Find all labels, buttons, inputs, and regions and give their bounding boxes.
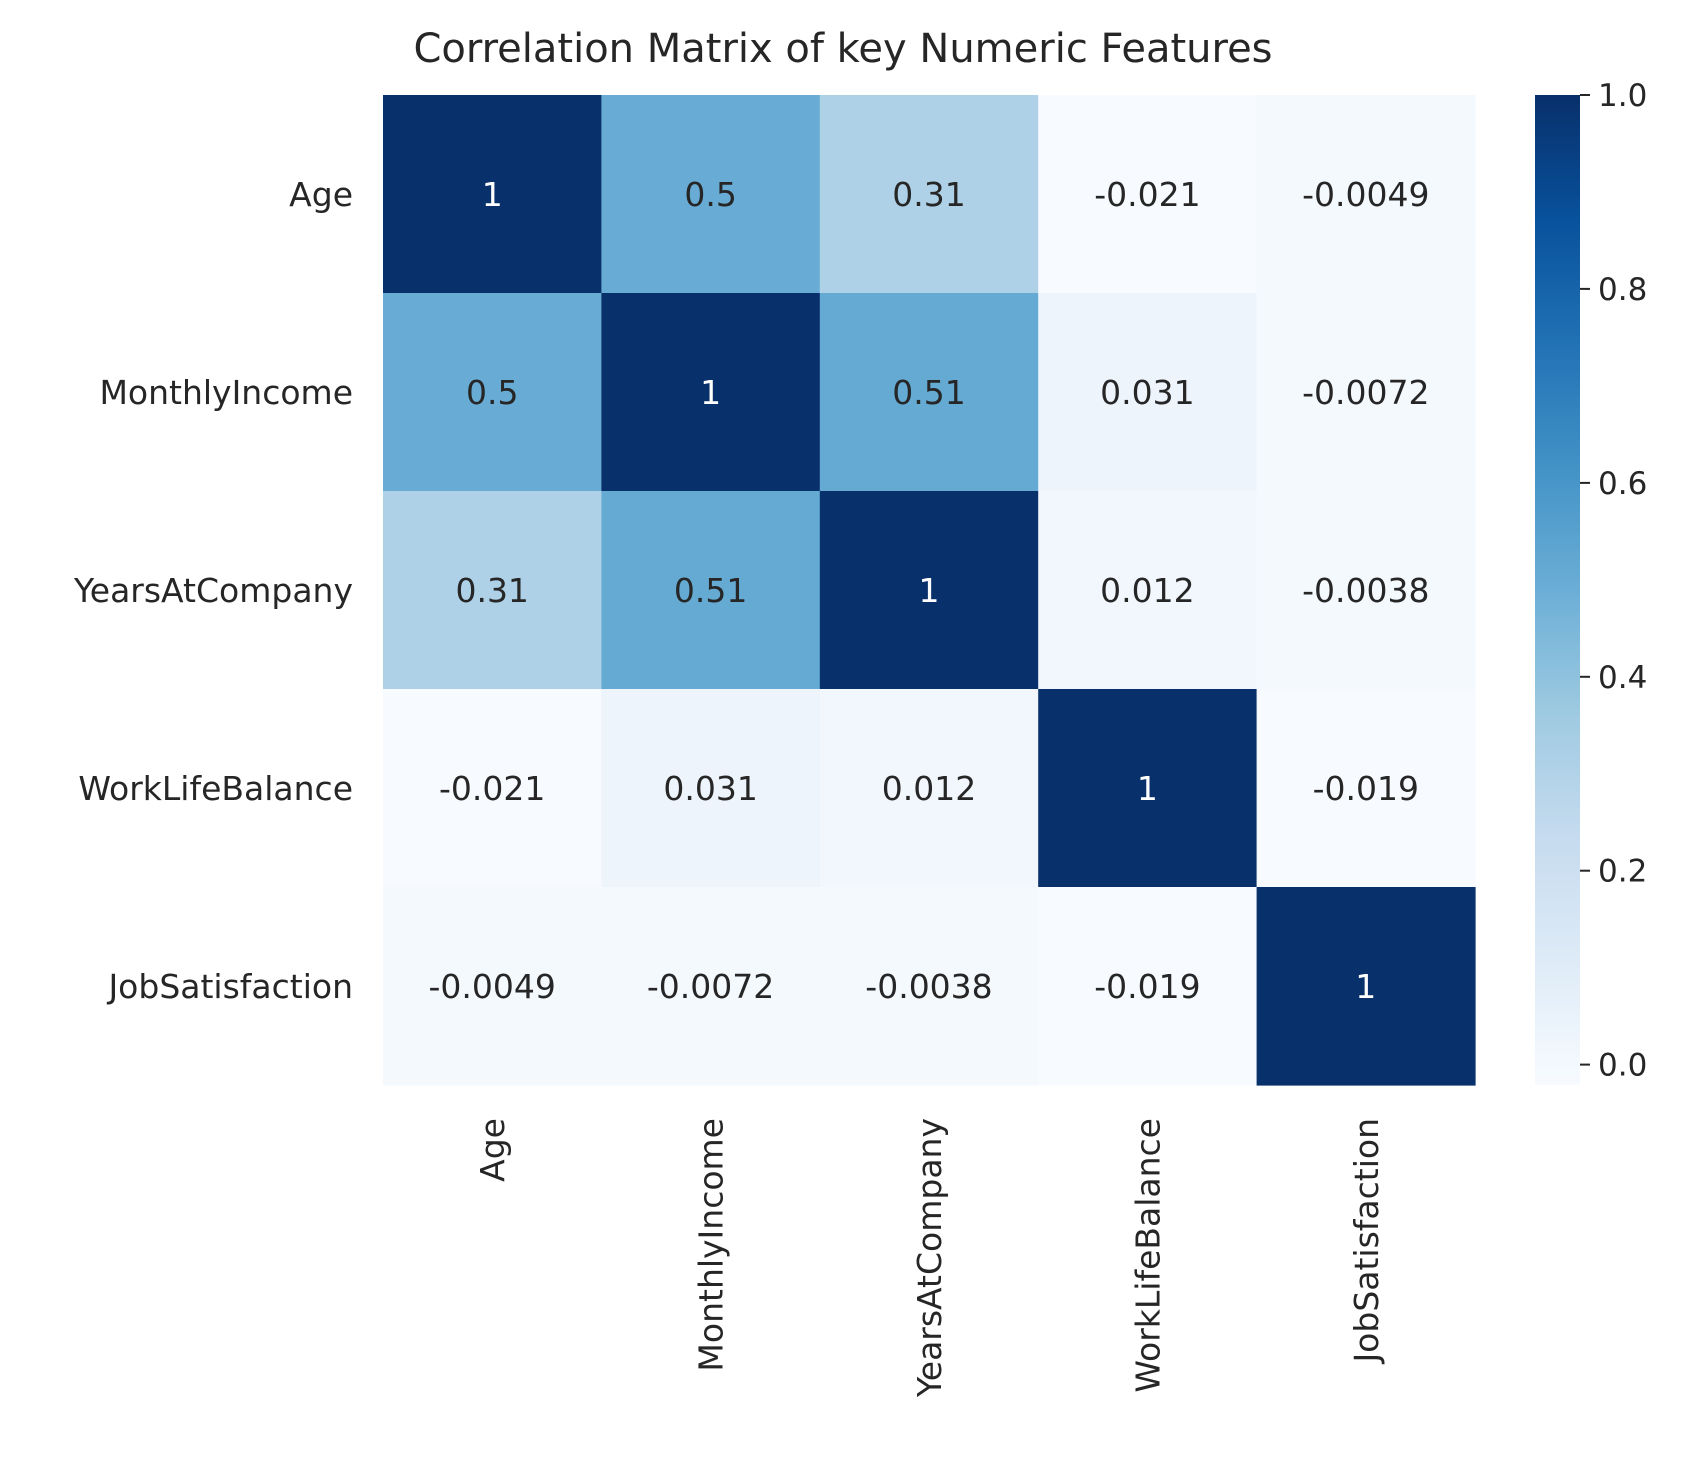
cell-value-label: 1 [700,373,721,412]
colorbar-tick-label: 0.8 [1598,272,1647,308]
heatmap-cell [819,95,1039,294]
heatmap-cell [1256,95,1476,294]
cell-value-label: 0.31 [892,175,965,214]
cell-value-label: 1 [482,175,503,214]
column-label: MonthlyIncome [692,1118,731,1372]
cell-value-label: -0.0038 [865,967,992,1006]
heatmap-cells [383,95,1476,1086]
heatmap-cell [819,689,1039,888]
column-labels: Age MonthlyIncome YearsAtCompany WorkLifeBa… [473,1118,1386,1398]
cell-value-label: 0.5 [466,373,518,412]
heatmap-cell [1256,293,1476,492]
heatmap-cell [383,887,602,1086]
cell-value-label: -0.021 [439,769,545,808]
cell-value-label: 0.012 [1100,571,1194,610]
colorbar-tick-label: 1.0 [1598,78,1647,114]
heatmap-cell [383,293,602,492]
cell-value-label: 0.031 [1100,373,1194,412]
row-label: YearsAtCompany [73,571,353,610]
heatmap-cell [601,491,821,690]
column-label: WorkLifeBalance [1128,1118,1167,1393]
heatmap-cell [1256,491,1476,690]
row-label: Age [289,175,353,214]
heatmap-cell [1256,689,1476,888]
cell-value-label: 0.012 [882,769,976,808]
heatmap-cell [1038,95,1258,294]
cell-value-label: -0.0072 [1302,373,1429,412]
row-label: WorkLifeBalance [78,769,353,808]
colorbar-ticks: 0.0 0.2 0.4 0.6 0.8 1.0 [1580,78,1647,1084]
cell-value-label: 1 [919,571,940,610]
heatmap-cell [601,887,821,1086]
chart-title: Correlation Matrix of key Numeric Featur… [413,26,1272,72]
heatmap-cell [819,887,1039,1086]
column-label: Age [473,1118,512,1182]
heatmap-cell [383,491,602,690]
cell-value-label: -0.021 [1094,175,1200,214]
cell-value-label: -0.0038 [1302,571,1429,610]
heatmap-cell [1038,491,1258,690]
row-label: JobSatisfaction [106,967,353,1006]
column-label: JobSatisfaction [1347,1118,1386,1365]
cell-value-label: 0.31 [455,571,528,610]
cell-value-label: 0.5 [684,175,736,214]
cell-value-label: -0.0049 [1302,175,1429,214]
cell-value-label: -0.0072 [647,967,774,1006]
colorbar-tick-label: 0.0 [1598,1048,1647,1084]
colorbar-tick-label: 0.6 [1598,466,1647,502]
cell-value-label: 0.031 [663,769,757,808]
heatmap-cell [819,293,1039,492]
cell-value-label: 1 [1137,769,1158,808]
cell-value-label: 0.51 [892,373,965,412]
colorbar-tick-label: 0.4 [1598,660,1647,696]
row-labels: Age MonthlyIncome YearsAtCompany WorkLifeBa… [73,175,353,1006]
heatmap-cell [819,491,1039,690]
colorbar-tick-label: 0.2 [1598,854,1647,890]
row-label: MonthlyIncome [99,373,353,412]
cell-value-label: -0.0049 [429,967,556,1006]
cell-value-label: 0.51 [674,571,747,610]
heatmap-cell [1038,887,1258,1086]
heatmap-cell [601,293,821,492]
heatmap-cell [1038,293,1258,492]
colorbar [1535,95,1580,1085]
cell-value-label: -0.019 [1313,769,1419,808]
heatmap-cell [601,689,821,888]
heatmap-cell [601,95,821,294]
heatmap-cell [1038,689,1258,888]
heatmap-cell [383,95,602,294]
cell-value-label: 1 [1355,967,1376,1006]
column-label: YearsAtCompany [910,1118,949,1398]
heatmap-cell [383,689,602,888]
heatmap-cell [1256,887,1476,1086]
cell-value-label: -0.019 [1094,967,1200,1006]
